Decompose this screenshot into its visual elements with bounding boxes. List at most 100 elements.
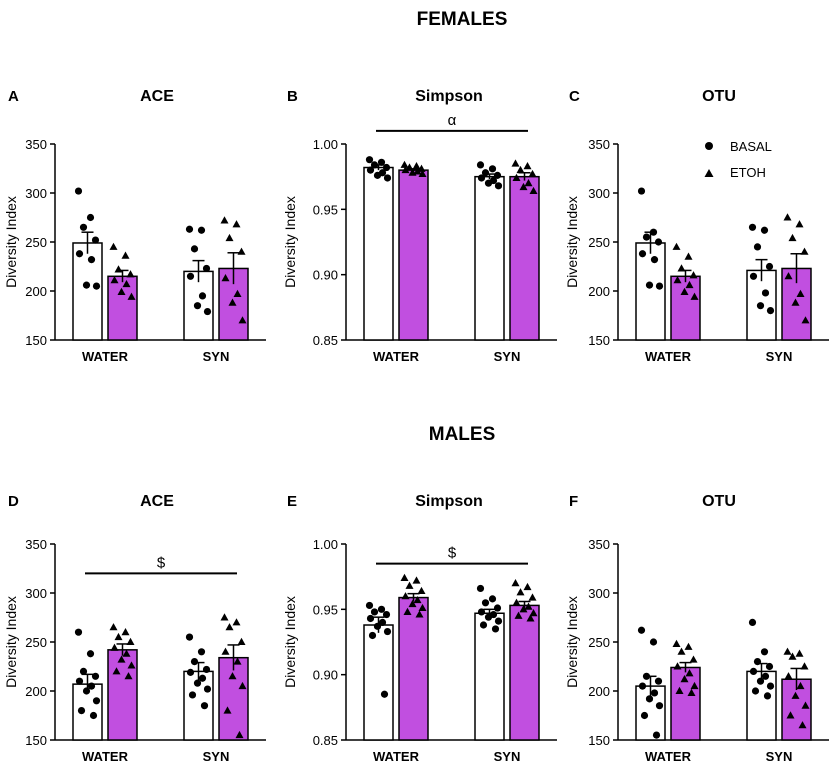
panel-letter: E xyxy=(287,493,297,510)
data-point-etoh xyxy=(418,603,427,612)
data-point-etoh xyxy=(109,242,118,250)
data-point-etoh xyxy=(413,595,422,604)
x-tick-label: WATER xyxy=(373,749,420,764)
data-point-basal xyxy=(186,272,195,280)
data-point-etoh xyxy=(401,165,410,174)
data-point-basal xyxy=(652,731,661,739)
data-point-basal xyxy=(193,679,202,687)
data-point-etoh xyxy=(784,672,793,680)
legend-marker-etoh xyxy=(704,169,714,177)
panel-c: C OTU 150 200 250 300 350 Diversity Index WATER S… xyxy=(564,88,829,364)
data-point-basal xyxy=(642,233,651,241)
data-point-etoh xyxy=(529,609,538,617)
bar-etoh-syn xyxy=(509,604,540,741)
data-point-basal xyxy=(190,658,199,666)
data-point-etoh xyxy=(400,573,409,581)
y-tick-label: 250 xyxy=(588,635,610,650)
data-point-etoh xyxy=(110,643,119,651)
data-point-etoh xyxy=(124,672,133,680)
data-point-basal xyxy=(202,264,211,273)
panel-title: Simpson xyxy=(415,493,483,510)
bar-etoh-water xyxy=(107,275,138,341)
data-point-basal xyxy=(479,621,488,629)
data-point-etoh xyxy=(511,579,520,587)
data-point-basal xyxy=(638,682,647,690)
data-point-etoh xyxy=(238,316,247,324)
data-point-basal xyxy=(766,307,775,315)
data-point-basal xyxy=(481,599,490,607)
data-point-etoh xyxy=(220,216,229,224)
data-point-etoh xyxy=(677,647,686,655)
data-point-etoh xyxy=(117,655,126,663)
data-point-basal xyxy=(654,677,663,685)
data-point-etoh xyxy=(795,649,804,657)
data-point-basal xyxy=(756,302,765,310)
data-point-etoh xyxy=(408,599,417,608)
data-point-etoh xyxy=(796,681,805,690)
x-tick-label: WATER xyxy=(82,749,129,764)
data-point-basal xyxy=(751,687,760,695)
data-point-basal xyxy=(383,174,392,182)
data-point-basal xyxy=(645,281,654,289)
y-axis-label: Diversity Index xyxy=(282,596,298,688)
legend-marker-basal xyxy=(705,142,713,150)
y-tick-label: 150 xyxy=(25,733,47,748)
data-point-etoh xyxy=(524,602,533,610)
data-point-etoh xyxy=(512,598,521,606)
data-point-etoh xyxy=(228,672,237,680)
data-point-basal xyxy=(202,665,211,674)
data-point-etoh xyxy=(114,265,123,273)
data-point-etoh xyxy=(516,588,525,596)
data-point-etoh xyxy=(220,613,229,621)
data-point-etoh xyxy=(519,182,528,191)
data-point-basal xyxy=(75,250,84,258)
data-point-basal xyxy=(484,613,493,621)
data-point-basal xyxy=(638,250,647,258)
data-point-etoh xyxy=(417,586,426,595)
data-point-basal xyxy=(378,618,387,627)
x-tick-label: WATER xyxy=(373,349,420,364)
data-point-etoh xyxy=(786,711,795,719)
data-point-etoh xyxy=(680,287,689,295)
data-point-etoh xyxy=(672,639,681,647)
data-point-basal xyxy=(377,158,386,166)
data-point-basal xyxy=(637,626,646,634)
data-point-basal xyxy=(79,223,88,231)
data-point-etoh xyxy=(221,274,230,282)
bar-basal-water xyxy=(72,242,103,341)
y-axis-label: Diversity Index xyxy=(3,196,19,288)
y-axis-label: Diversity Index xyxy=(564,196,580,288)
data-point-etoh xyxy=(127,292,136,300)
data-point-etoh xyxy=(689,655,698,663)
data-point-etoh xyxy=(403,607,412,615)
y-tick-label: 1.00 xyxy=(313,137,338,152)
data-point-basal xyxy=(493,171,502,179)
x-tick-label: SYN xyxy=(766,749,793,764)
data-point-etoh xyxy=(800,662,809,670)
data-point-etoh xyxy=(519,605,528,613)
bar-etoh-water xyxy=(398,169,429,341)
data-point-etoh xyxy=(126,637,135,645)
panel-title: ACE xyxy=(140,88,174,105)
data-point-etoh xyxy=(791,298,800,306)
data-point-etoh xyxy=(237,247,246,255)
y-tick-label: 350 xyxy=(588,537,610,552)
data-point-etoh xyxy=(122,649,131,657)
data-point-basal xyxy=(494,617,503,625)
data-point-basal xyxy=(655,702,664,710)
data-point-basal xyxy=(645,695,654,703)
data-point-etoh xyxy=(675,686,684,694)
y-tick-label: 0.90 xyxy=(313,268,338,283)
x-tick-label: SYN xyxy=(203,749,230,764)
data-point-etoh xyxy=(523,582,532,591)
y-tick-label: 150 xyxy=(588,333,610,348)
data-point-etoh xyxy=(677,264,686,272)
data-point-basal xyxy=(368,631,377,640)
legend-label-etoh: ETOH xyxy=(730,165,766,180)
data-point-basal xyxy=(383,627,392,636)
x-tick-label: SYN xyxy=(203,349,230,364)
data-point-etoh xyxy=(511,159,520,167)
data-point-basal xyxy=(373,171,382,179)
y-tick-label: 0.85 xyxy=(313,733,338,748)
data-point-basal xyxy=(197,648,206,656)
